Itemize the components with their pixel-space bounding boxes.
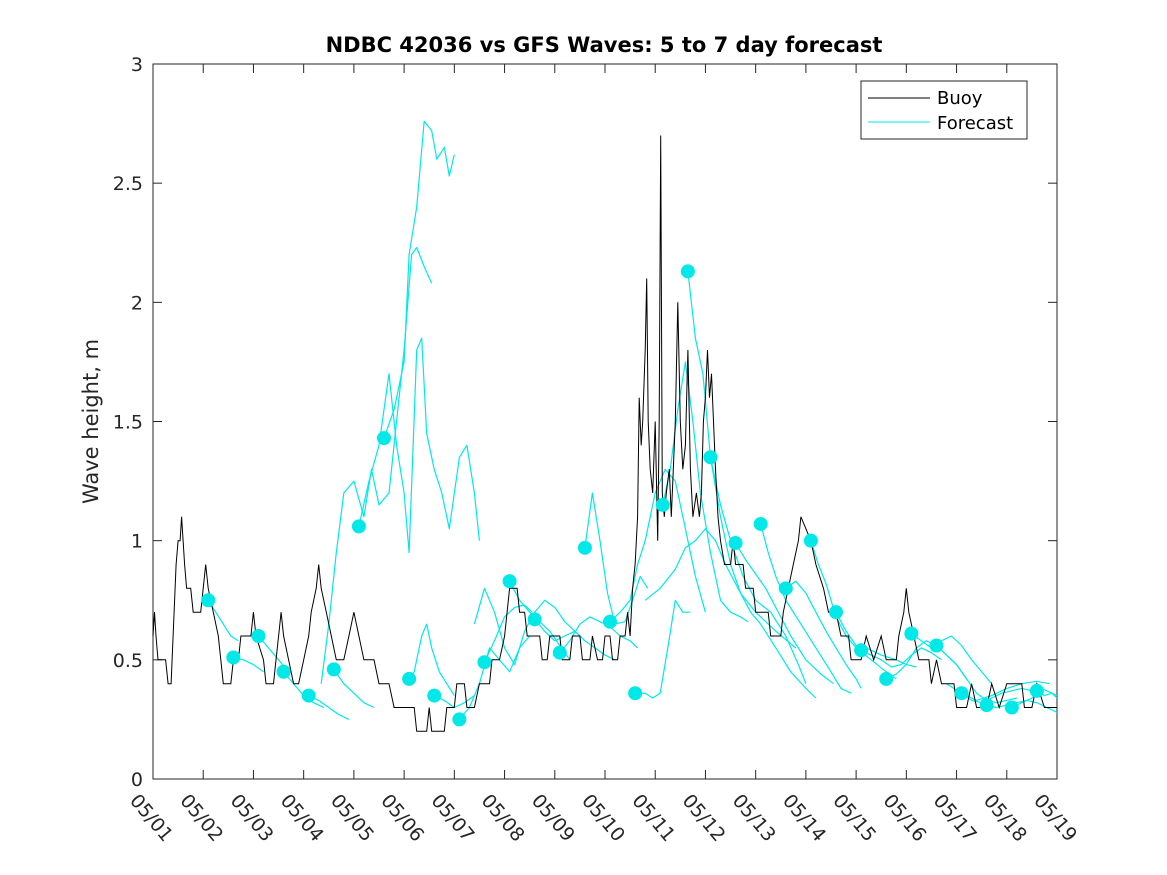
legend: Buoy Forecast bbox=[860, 80, 1028, 140]
forecast-marker bbox=[226, 650, 241, 665]
forecast-line bbox=[358, 337, 480, 554]
forecast-line bbox=[320, 246, 433, 684]
forecast-marker bbox=[603, 614, 618, 629]
y-tick-label: 0 bbox=[131, 769, 143, 791]
forecast-marker bbox=[301, 688, 316, 703]
forecast-marker bbox=[351, 519, 366, 534]
forecast-marker bbox=[1004, 700, 1019, 715]
legend-label-buoy: Buoy bbox=[937, 88, 983, 109]
forecast-line bbox=[483, 604, 533, 663]
forecast-marker bbox=[477, 655, 492, 670]
forecast-marker bbox=[201, 593, 216, 608]
forecast-line bbox=[785, 580, 862, 689]
forecast-marker bbox=[251, 629, 266, 643]
forecast-line bbox=[559, 616, 639, 654]
forecast-line bbox=[333, 669, 375, 709]
forecast-marker bbox=[402, 671, 417, 686]
forecast-marker bbox=[655, 497, 670, 512]
forecast-marker bbox=[1029, 683, 1044, 698]
forecast-marker bbox=[628, 686, 643, 701]
series-layer bbox=[152, 120, 1058, 732]
forecast-line bbox=[644, 528, 797, 649]
legend-box bbox=[860, 80, 1028, 140]
forecast-line bbox=[383, 120, 455, 439]
forecast-marker bbox=[452, 712, 467, 727]
marker-layer bbox=[201, 264, 1044, 727]
forecast-marker bbox=[778, 581, 793, 596]
forecast-line bbox=[961, 687, 1033, 704]
forecast-marker bbox=[502, 574, 517, 589]
y-tick-label: 3 bbox=[131, 54, 143, 76]
legend-label-forecast: Forecast bbox=[937, 113, 1013, 134]
forecast-marker bbox=[276, 664, 291, 679]
forecast-line bbox=[635, 599, 691, 699]
forecast-marker bbox=[929, 638, 944, 653]
forecast-marker bbox=[427, 688, 442, 703]
forecast-marker bbox=[577, 540, 592, 555]
forecast-line bbox=[534, 618, 616, 661]
y-axis: 0 0.5 1 1.5 2 2.5 3 bbox=[113, 54, 1057, 791]
forecast-line bbox=[609, 468, 706, 623]
forecast-line bbox=[911, 633, 993, 685]
forecast-marker bbox=[829, 605, 844, 620]
plot-area: 05/0105/0205/0305/0405/0505/0605/0705/08… bbox=[113, 54, 1081, 846]
y-tick-label: 0.5 bbox=[113, 650, 143, 672]
forecast-marker bbox=[803, 533, 818, 548]
forecast-marker bbox=[879, 671, 894, 686]
y-tick-label: 2.5 bbox=[113, 173, 143, 195]
forecast-marker bbox=[552, 645, 567, 660]
y-tick-label: 2 bbox=[131, 292, 143, 314]
forecast-line bbox=[408, 623, 455, 696]
forecast-marker bbox=[326, 662, 341, 677]
buoy-line bbox=[152, 135, 1057, 732]
forecast-line bbox=[835, 611, 917, 668]
forecast-line bbox=[735, 542, 834, 685]
forecast-line bbox=[308, 695, 350, 720]
forecast-marker bbox=[904, 626, 919, 641]
forecast-line bbox=[207, 599, 239, 642]
y-tick-label: 1.5 bbox=[113, 412, 143, 434]
forecast-marker bbox=[680, 264, 695, 279]
forecast-marker bbox=[954, 686, 969, 701]
forecast-line bbox=[936, 645, 1017, 704]
forecast-marker bbox=[854, 643, 869, 658]
y-tick-label: 1 bbox=[131, 531, 143, 553]
forecast-marker bbox=[527, 612, 542, 627]
y-axis-title: Wave height, m bbox=[79, 339, 103, 504]
forecast-line bbox=[709, 457, 817, 699]
forecast-line bbox=[760, 523, 852, 694]
forecast-line bbox=[986, 699, 1058, 713]
forecast-marker bbox=[703, 450, 718, 465]
forecast-marker bbox=[979, 698, 994, 713]
forecast-marker bbox=[728, 536, 743, 551]
forecast-marker bbox=[753, 516, 768, 531]
forecast-marker bbox=[377, 431, 392, 446]
chart-title: NDBC 42036 vs GFS Waves: 5 to 7 day fore… bbox=[326, 33, 883, 57]
